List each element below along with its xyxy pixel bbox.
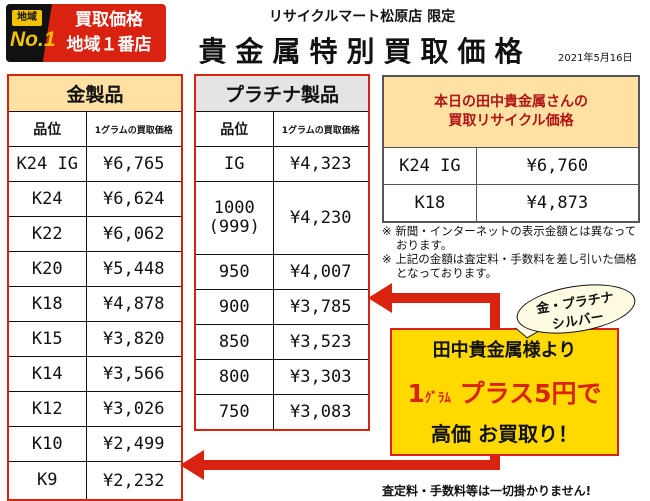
grade-cell: K24 — [7, 181, 87, 217]
gold-col-price: 1グラムの買取価格 — [85, 111, 183, 147]
page-title: 貴金属特別買取価格 — [198, 35, 532, 68]
promo-line3: 高価 お買取り！ — [431, 422, 578, 446]
promo-one: 1 — [407, 379, 425, 408]
grade-cell: 900 — [194, 289, 274, 325]
platinum-table-title: プラチナ製品 — [194, 74, 370, 112]
table-row: K18 ¥4,878 — [7, 286, 183, 322]
table-row: IG ¥4,323 — [194, 146, 370, 182]
price-cell: ¥6,760 — [475, 147, 640, 185]
promo-gram-unit: ｸﾞﾗﾑ — [424, 391, 451, 406]
badge-line1: 買取価格 — [75, 10, 143, 30]
price-cell: ¥4,007 — [272, 254, 370, 290]
price-cell: ¥2,499 — [85, 426, 183, 462]
table-row: 900 ¥3,785 — [194, 289, 370, 325]
arrow-head-platinum — [368, 283, 392, 313]
promo-line2: 1ｸﾞﾗﾑ プラス5円で — [392, 374, 617, 410]
tanaka-today-title: 本日の田中貴金属さんの 買取リサイクル価格 — [382, 75, 640, 148]
table-row: 850 ¥3,523 — [194, 324, 370, 360]
grade-cell: K22 — [7, 216, 87, 252]
tanaka-title-line2: 買取リサイクル価格 — [448, 113, 574, 129]
table-row: 750 ¥3,083 — [194, 394, 370, 431]
grade-cell: K12 — [7, 391, 87, 427]
table-row: 1000 (999) ¥4,230 — [194, 181, 370, 255]
arrow-to-platinum — [385, 293, 500, 337]
price-cell: ¥4,878 — [85, 286, 183, 322]
grade-cell: 950 — [194, 254, 274, 290]
price-cell: ¥6,062 — [85, 216, 183, 252]
table-row: K10 ¥2,499 — [7, 426, 183, 462]
tanaka-title-line1: 本日の田中貴金属さんの — [434, 94, 588, 110]
grade-cell: K18 — [382, 184, 477, 223]
price-cell: ¥4,323 — [272, 146, 370, 182]
store-name: リサイクルマート松原店 限定 — [268, 9, 456, 25]
gold-price-table: 金製品 品位 1グラムの買取価格 K24 IG ¥6,765 K24 ¥6,624 … — [7, 74, 184, 501]
promo-line1: 田中貴金属様より — [432, 340, 577, 361]
grade-cell: K24 IG — [7, 146, 87, 182]
badge-line2: 地域１番店 — [66, 35, 152, 55]
grade-cell: 750 — [194, 394, 274, 431]
price-cell: ¥3,083 — [272, 394, 370, 431]
table-row: K24 ¥6,624 — [7, 181, 183, 217]
table-row: K15 ¥3,820 — [7, 321, 183, 357]
grade-cell: K10 — [7, 426, 87, 462]
badge-no1-label: No.1 — [10, 28, 56, 51]
grade-cell: 800 — [194, 359, 274, 395]
note-item: ※ 上記の金額は査定料・手数料を差し引いた価格となっております。 — [382, 252, 637, 280]
price-cell: ¥3,820 — [85, 321, 183, 357]
grade-cell: 850 — [194, 324, 274, 360]
price-cell: ¥2,232 — [85, 461, 183, 501]
table-row: K9 ¥2,232 — [7, 461, 183, 501]
promo-plus-five: プラス5円で — [450, 379, 602, 408]
date-label: 2021年5月16日 — [558, 53, 633, 64]
table-row: K24 IG ¥6,765 — [7, 146, 183, 182]
table-row: 800 ¥3,303 — [194, 359, 370, 395]
gold-table-title: 金製品 — [7, 74, 183, 112]
price-cell: ¥3,523 — [272, 324, 370, 360]
grade-cell: K24 IG — [382, 147, 477, 185]
price-cell: ¥3,785 — [272, 289, 370, 325]
grade-cell: K18 — [7, 286, 87, 322]
table-row: K18 ¥4,873 — [382, 184, 640, 223]
platinum-price-table: プラチナ製品 品位 1グラムの買取価格 IG ¥4,323 1000 (999) ¥… — [194, 74, 371, 431]
grade-cell: K20 — [7, 251, 87, 287]
notes: ※ 新聞・インターネットの表示金額とは異なっております。 ※ 上記の金額は査定料… — [382, 224, 644, 280]
price-cell: ¥4,230 — [272, 181, 370, 255]
note-item: ※ 新聞・インターネットの表示金額とは異なっております。 — [382, 224, 637, 252]
table-row: K24 IG ¥6,760 — [382, 147, 640, 185]
grade-cell: 1000 (999) — [194, 181, 274, 255]
badge-area-label: 地域 — [12, 10, 42, 26]
grade-cell: K15 — [7, 321, 87, 357]
price-cell: ¥3,303 — [272, 359, 370, 395]
tanaka-promo-box: 田中貴金属様より 1ｸﾞﾗﾑ プラス5円で 高価 お買取り！ — [390, 328, 619, 456]
platinum-col-grade: 品位 — [194, 111, 274, 147]
area-no1-badge: 地域 No.1 買取価格 地域１番店 — [6, 4, 166, 62]
no-fee-notice: 査定料・手数料等は一切掛かりません! — [382, 484, 592, 498]
grade-cell: K9 — [7, 461, 87, 501]
price-cell: ¥4,873 — [475, 184, 640, 223]
table-row: K22 ¥6,062 — [7, 216, 183, 252]
table-row: 950 ¥4,007 — [194, 254, 370, 290]
grade-cell: IG — [194, 146, 274, 182]
tanaka-today-table: 本日の田中貴金属さんの 買取リサイクル価格 K24 IG ¥6,760 K18 ¥4… — [382, 75, 640, 223]
arrow-head-gold — [180, 450, 204, 480]
